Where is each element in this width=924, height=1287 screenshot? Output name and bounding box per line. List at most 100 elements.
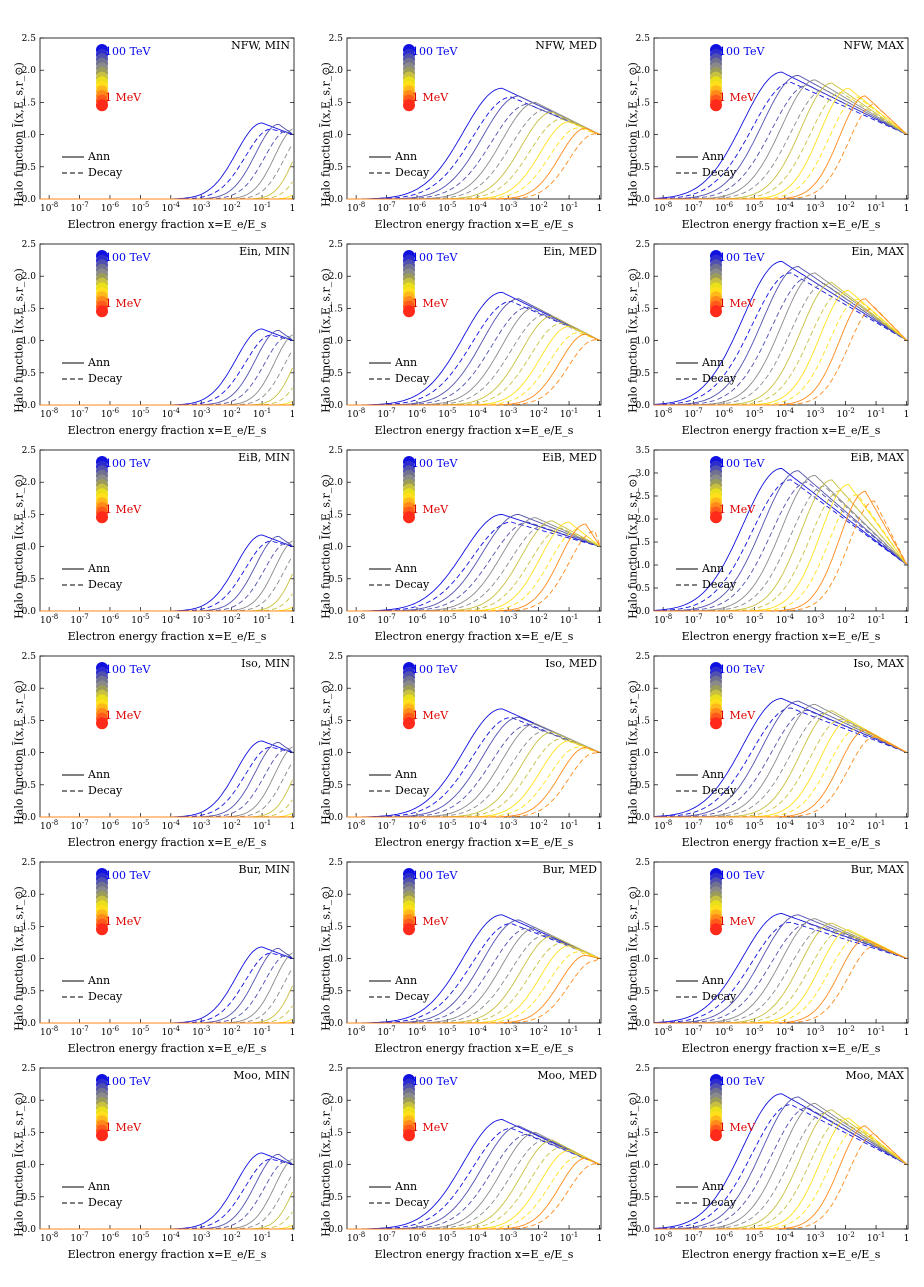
decay-curve xyxy=(654,1118,907,1230)
x-tick-label: 10-5 xyxy=(745,819,763,832)
x-axis-label: Electron energy fraction x=E_e/E_s xyxy=(681,424,881,437)
y-tick-label: 1.0 xyxy=(636,561,651,571)
x-tick-label: 10-6 xyxy=(408,1231,427,1244)
legend-low-energy: 1 MeV xyxy=(719,1121,756,1134)
y-tick-label: 0.5 xyxy=(22,369,37,379)
panel-title: Iso, MIN xyxy=(241,657,290,670)
ann-curve xyxy=(347,333,600,406)
x-tick-label: 10-6 xyxy=(408,201,427,214)
legend-decay: Decay xyxy=(395,372,430,385)
x-tick-label: 10-5 xyxy=(438,407,456,420)
x-tick-label: 10-6 xyxy=(408,407,427,420)
x-tick-label: 10-4 xyxy=(162,1025,181,1038)
ann-curve xyxy=(40,334,293,406)
decay-curve xyxy=(347,322,600,406)
legend-ann: Ann xyxy=(88,356,111,369)
decay-curve xyxy=(654,712,907,818)
x-axis-label: Electron energy fraction x=E_e/E_s xyxy=(681,836,881,849)
panel-moo-min: 0.0 0.5 1.0 1.5 2.0 2.5 10-8 10-7 10-6 10-5 10-4 10… xyxy=(2,1062,302,1268)
y-axis-label: Halo function Ĩ(x,E_s,r_⊙) xyxy=(12,1092,26,1237)
x-tick-label: 10-7 xyxy=(377,613,395,626)
y-tick-label: 0.0 xyxy=(22,1019,37,1029)
legend-low-energy: 1 MeV xyxy=(412,91,449,104)
decay-curve xyxy=(347,300,600,406)
panel-title: NFW, MED xyxy=(535,39,597,52)
ann-curve xyxy=(347,1149,600,1230)
decay-curve xyxy=(347,527,600,612)
plot-area: 0.0 0.5 1.0 1.5 2.0 2.5 10-8 10-7 10-6 10-5 10-4 10… xyxy=(329,858,603,1038)
y-tick-label: 0.5 xyxy=(329,1193,344,1203)
y-tick-label: 0.5 xyxy=(636,987,651,997)
y-tick-label: 2.5 xyxy=(22,446,37,456)
plot-frame xyxy=(653,37,909,200)
decay-curve xyxy=(347,118,600,200)
y-tick-label: 0.5 xyxy=(329,987,344,997)
legend-low-energy: 1 MeV xyxy=(719,915,756,928)
ann-curve xyxy=(40,329,293,406)
y-tick-label: 0.0 xyxy=(329,401,344,411)
y-tick-label: 1.0 xyxy=(22,1161,37,1171)
y-tick-label: 0.5 xyxy=(329,575,344,585)
panel-iso-med: 0.0 0.5 1.0 1.5 2.0 2.5 10-8 10-7 10-6 10-5 10-4 10… xyxy=(309,650,609,856)
ann-curve xyxy=(654,929,907,1024)
energy-legend-dot xyxy=(403,1129,415,1142)
legend-ann: Ann xyxy=(702,1180,725,1193)
x-tick-label: 10-3 xyxy=(499,201,517,214)
legend-low-energy: 1 MeV xyxy=(719,709,756,722)
x-tick-label: 1 xyxy=(904,822,910,832)
panel-title: NFW, MAX xyxy=(843,39,904,52)
y-tick-label: 0.0 xyxy=(329,195,344,205)
y-tick-label: 2.5 xyxy=(329,1064,344,1074)
panel-nfw-med: 0.0 0.5 1.0 1.5 2.0 2.5 10-8 10-7 10-6 10-5 10-4 10… xyxy=(309,32,609,238)
decay-curve xyxy=(654,306,907,406)
ann-curve xyxy=(40,540,293,612)
y-tick-label: 0.5 xyxy=(636,584,651,594)
y-axis-label: Halo function Ĩ(x,E_s,r_⊙) xyxy=(12,474,26,619)
y-tick-label: 2.0 xyxy=(636,1096,651,1106)
decay-curve xyxy=(654,84,907,200)
x-tick-label: 10-4 xyxy=(469,201,488,214)
x-tick-label: 10-1 xyxy=(253,1025,271,1038)
decay-curve xyxy=(347,521,600,612)
y-tick-label: 0.5 xyxy=(636,1193,651,1203)
y-tick-label: 1.0 xyxy=(22,337,37,347)
x-tick-label: 10-2 xyxy=(223,1231,241,1244)
legend-ann: Ann xyxy=(88,1180,111,1193)
decay-curve xyxy=(40,1173,293,1230)
decay-curve xyxy=(347,752,600,818)
ann-curve xyxy=(654,913,907,1023)
x-tick-label: 10-3 xyxy=(192,407,210,420)
x-tick-label: 1 xyxy=(290,410,296,420)
legend-decay: Decay xyxy=(702,166,737,179)
legend-high-energy: 100 TeV xyxy=(412,663,458,676)
plot-frame xyxy=(39,655,295,818)
x-tick-label: 10-5 xyxy=(438,613,456,626)
ann-curve xyxy=(347,95,600,200)
x-tick-label: 10-5 xyxy=(131,201,149,214)
x-axis-label: Electron energy fraction x=E_e/E_s xyxy=(67,1042,267,1055)
decay-curve xyxy=(40,967,293,1024)
ann-curve xyxy=(40,746,293,818)
y-tick-label: 2.0 xyxy=(636,890,651,900)
panel-title: EiB, MED xyxy=(542,451,597,464)
y-tick-label: 1.5 xyxy=(329,510,344,520)
x-tick-label: 10-8 xyxy=(654,613,672,626)
decay-curve xyxy=(347,133,600,200)
y-tick-label: 2.0 xyxy=(22,66,37,76)
ann-curve xyxy=(653,260,907,405)
decay-curve xyxy=(654,277,907,406)
panel-title: Moo, MAX xyxy=(845,1069,904,1082)
x-tick-label: 1 xyxy=(597,616,603,626)
energy-legend-dot xyxy=(96,1129,108,1142)
x-tick-label: 10-4 xyxy=(469,819,488,832)
x-tick-label: 10-1 xyxy=(253,407,271,420)
decay-curve xyxy=(347,1127,600,1230)
plot-frame xyxy=(39,449,295,612)
ann-curve xyxy=(654,289,907,406)
decay-curve xyxy=(654,1107,907,1230)
ann-curve xyxy=(653,467,907,611)
x-tick-label: 10-4 xyxy=(162,1231,181,1244)
plot-area: 0.0 0.5 1.0 1.5 2.0 2.5 10-8 10-7 10-6 10-5 10-4 10… xyxy=(636,858,910,1038)
y-tick-label: 2.0 xyxy=(329,684,344,694)
decay-curve xyxy=(654,485,907,612)
